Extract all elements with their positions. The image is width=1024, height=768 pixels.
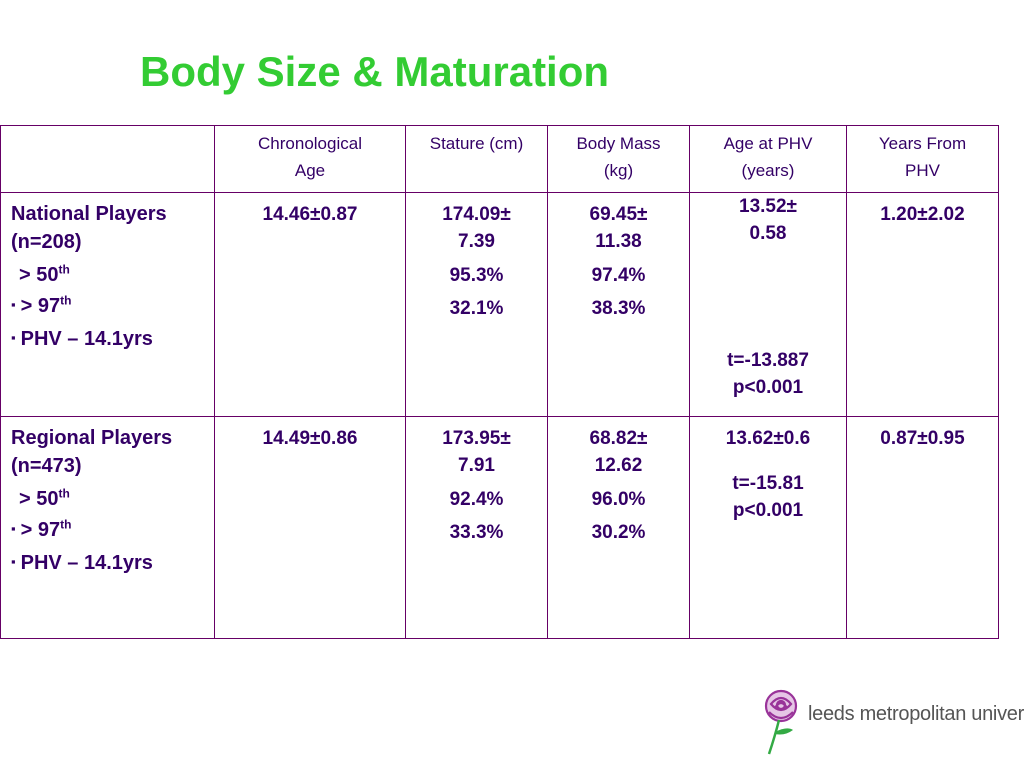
cell-percent: 96.0% [591, 489, 646, 510]
cell-mass-national: 69.45± 11.38 97.4% 38.3% [547, 192, 690, 417]
bullet-icon: ▪ [11, 330, 16, 345]
table-row-national: National Players (n=208) > 50th ▪ > 97th … [0, 192, 999, 417]
cell-phv-national: 13.52± 0.58 t=-13.887 p<0.001 [689, 192, 847, 417]
cell-percent: 92.4% [449, 489, 504, 510]
cell-percent: 33.3% [449, 522, 504, 543]
logo-text: leeds metropolitan university [808, 703, 1024, 725]
cell-value: 1.20±2.02 [880, 204, 965, 225]
phv-label: ▪ PHV – 14.1yrs [11, 552, 153, 574]
cell-value: 68.82± [589, 428, 648, 449]
cell-value: 173.95± [442, 428, 511, 449]
cell-value: 7.39 [458, 231, 495, 252]
cell-stature-regional: 173.95± 7.91 92.4% 33.3% [405, 416, 548, 639]
percentile-97-label: ▪ > 97th [11, 517, 72, 541]
cell-phv-regional: 13.62±0.6 t=-15.81 p<0.001 [689, 416, 847, 639]
cell-percent: 30.2% [591, 522, 646, 543]
bullet-icon: ▪ [11, 521, 16, 536]
cell-mass-regional: 68.82± 12.62 96.0% 30.2% [547, 416, 690, 639]
slide-title: Body Size & Maturation [140, 48, 610, 95]
header-text: Age at PHV [723, 134, 813, 153]
row-label-national: National Players (n=208) > 50th ▪ > 97th … [0, 192, 215, 417]
cell-value: 14.46±0.87 [262, 204, 358, 225]
phv-label: ▪ PHV – 14.1yrs [11, 328, 153, 350]
header-text: Body Mass [576, 134, 661, 153]
cell-chrono-regional: 14.49±0.86 [214, 416, 406, 639]
t-statistic: t=-13.887 [727, 350, 809, 371]
p-value: p<0.001 [732, 500, 804, 521]
cell-value: 12.62 [594, 455, 643, 476]
header-body-mass: Body Mass (kg) [547, 125, 690, 193]
header-text: Chronological [258, 134, 362, 153]
bullet-icon: ▪ [11, 297, 16, 312]
header-empty-cell [0, 125, 215, 193]
header-row: Chronological Age Stature (cm) Body Mass… [0, 125, 999, 193]
cell-value: 14.49±0.86 [262, 428, 358, 449]
row-label-n: (n=208) [11, 231, 82, 253]
data-table: Chronological Age Stature (cm) Body Mass… [0, 125, 999, 639]
cell-value: 13.62±0.6 [725, 428, 811, 449]
header-chronological-age: Chronological Age [214, 125, 406, 193]
cell-percent: 38.3% [591, 298, 646, 319]
header-stature: Stature (cm) [405, 125, 548, 193]
t-statistic: t=-15.81 [732, 473, 804, 494]
header-text: Stature (cm) [429, 134, 524, 153]
table-row-regional: Regional Players (n=473) > 50th ▪ > 97th … [0, 416, 999, 639]
cell-years-from-regional: 0.87±0.95 [846, 416, 999, 639]
cell-stature-national: 174.09± 7.39 95.3% 32.1% [405, 192, 548, 417]
percentile-97-label: ▪ > 97th [11, 293, 72, 317]
cell-years-from-national: 1.20±2.02 [846, 192, 999, 417]
header-text: PHV [905, 161, 940, 180]
header-text: Age [294, 161, 326, 180]
header-text: Years From [878, 134, 967, 153]
cell-value: 7.91 [458, 455, 495, 476]
cell-percent: 95.3% [449, 265, 504, 286]
p-value: p<0.001 [732, 377, 804, 398]
cell-value: 0.58 [749, 223, 787, 244]
row-label-n: (n=473) [11, 455, 82, 477]
cell-chrono-national: 14.46±0.87 [214, 192, 406, 417]
header-text: (kg) [603, 161, 634, 180]
bullet-icon: ▪ [11, 554, 16, 569]
cell-value: 69.45± [589, 204, 648, 225]
row-label-text: National Players [11, 203, 167, 225]
cell-value: 174.09± [442, 204, 511, 225]
header-age-at-phv: Age at PHV (years) [689, 125, 847, 193]
row-label-text: Regional Players [11, 427, 173, 449]
row-label-regional: Regional Players (n=473) > 50th ▪ > 97th … [0, 416, 215, 639]
header-years-from-phv: Years From PHV [846, 125, 999, 193]
cell-value: 0.87±0.95 [880, 428, 965, 449]
header-text: (years) [741, 161, 795, 180]
percentile-50-label: > 50th [19, 486, 70, 510]
rose-logo-icon [764, 689, 798, 755]
cell-value: 11.38 [595, 231, 642, 252]
cell-percent: 97.4% [591, 265, 646, 286]
cell-value: 13.52± [739, 196, 797, 217]
cell-percent: 32.1% [449, 298, 504, 319]
percentile-50-label: > 50th [19, 262, 70, 286]
